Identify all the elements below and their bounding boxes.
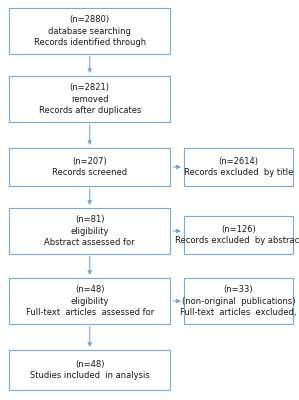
FancyBboxPatch shape: [184, 278, 293, 324]
Text: (n=207): (n=207): [72, 157, 107, 166]
Text: (n=81): (n=81): [75, 215, 104, 224]
FancyBboxPatch shape: [9, 208, 170, 254]
FancyBboxPatch shape: [184, 148, 293, 186]
Text: Records screened: Records screened: [52, 168, 127, 177]
Text: (n=126): (n=126): [221, 225, 256, 234]
Text: removed: removed: [71, 94, 109, 104]
FancyBboxPatch shape: [9, 278, 170, 324]
Text: Records after duplicates: Records after duplicates: [39, 106, 141, 115]
FancyBboxPatch shape: [9, 8, 170, 54]
Text: Full-text  articles  excluded,: Full-text articles excluded,: [180, 308, 297, 317]
Text: (n=48): (n=48): [75, 360, 104, 369]
FancyBboxPatch shape: [184, 216, 293, 254]
Text: Records excluded  by title: Records excluded by title: [184, 168, 293, 177]
Text: database searching: database searching: [48, 26, 131, 36]
Text: (n=2821): (n=2821): [70, 83, 110, 92]
FancyBboxPatch shape: [9, 76, 170, 122]
Text: Abstract assessed for: Abstract assessed for: [44, 238, 135, 247]
Text: Full-text  articles  assessed for: Full-text articles assessed for: [26, 308, 154, 317]
FancyBboxPatch shape: [9, 350, 170, 390]
Text: eligibility: eligibility: [71, 296, 109, 306]
Text: (n=33): (n=33): [224, 285, 253, 294]
Text: Records excluded  by abstract: Records excluded by abstract: [175, 236, 299, 245]
Text: (n=48): (n=48): [75, 285, 104, 294]
Text: (n=2880): (n=2880): [70, 15, 110, 24]
Text: eligibility: eligibility: [71, 226, 109, 236]
Text: (non-original  publications): (non-original publications): [182, 296, 295, 306]
Text: Studies included  in analysis: Studies included in analysis: [30, 371, 150, 380]
Text: Records identified through: Records identified through: [34, 38, 146, 47]
Text: (n=2614): (n=2614): [219, 157, 258, 166]
FancyBboxPatch shape: [9, 148, 170, 186]
